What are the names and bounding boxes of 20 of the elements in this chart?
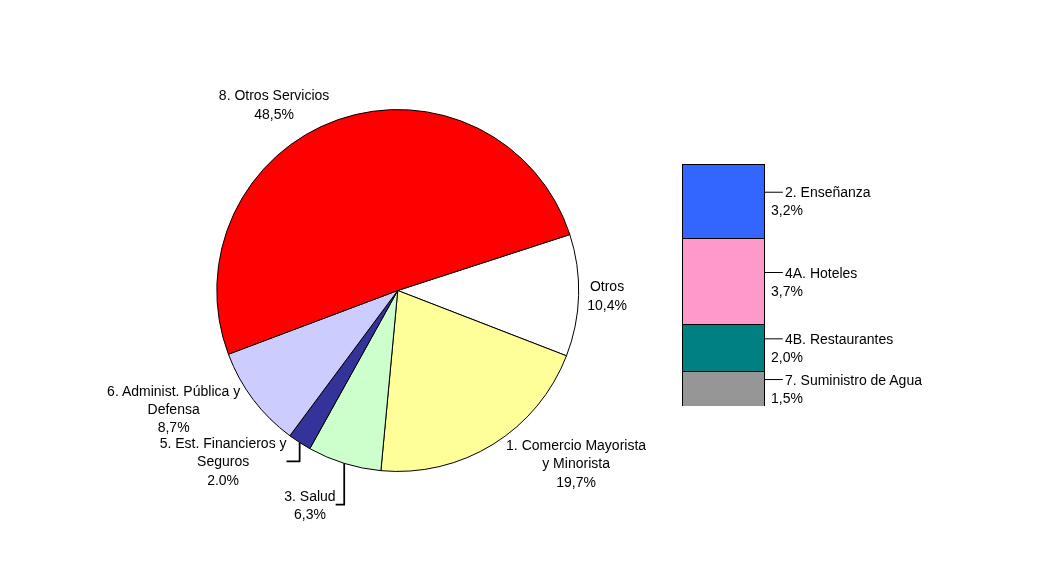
data-label: 10,4%: [587, 296, 627, 313]
data-label: 48,5%: [254, 105, 294, 122]
data-label: 2.0%: [207, 471, 240, 488]
slice-label: 3. Salud: [284, 487, 336, 504]
series-label: 4B. Restaurantes: [785, 331, 894, 347]
data-label: 8,7%: [157, 419, 190, 436]
slice-label: 6. Administ. Pública y Defensa: [107, 382, 241, 417]
data-label: 6,3%: [294, 505, 326, 522]
data-label: 1,5%: [771, 390, 803, 406]
series-label: 4A. Hoteles: [785, 265, 858, 281]
slice-label: 8. Otros Servicios: [218, 87, 330, 104]
series-label: 2. Enseñanza: [785, 184, 871, 200]
data-label: 3,2%: [771, 202, 803, 218]
series-label: 7. Suministro de Agua: [785, 372, 923, 388]
slice-label: 5. Est. Financieros y Seguros: [159, 435, 287, 470]
data-label: 19,7%: [556, 473, 596, 490]
slice-label: 1. Comercio Mayorista y Minorista: [506, 437, 647, 472]
slice-label: Otros: [589, 278, 625, 295]
data-label: 3,7%: [771, 283, 803, 299]
data-label: 2,0%: [771, 349, 803, 365]
